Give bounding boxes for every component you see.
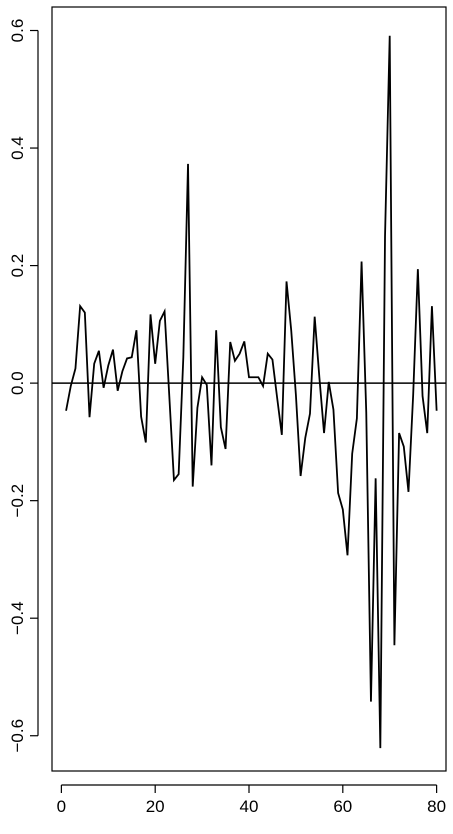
x-tick-label: 0 <box>57 797 66 816</box>
x-tick-label: 20 <box>146 797 165 816</box>
x-tick-label: 80 <box>427 797 446 816</box>
y-tick-label: −0.2 <box>8 484 27 518</box>
y-tick-label: 0.0 <box>8 371 27 395</box>
y-tick-label: 0.6 <box>8 19 27 43</box>
y-tick-label: 0.2 <box>8 254 27 278</box>
plot-frame <box>51 6 447 772</box>
y-tick-label: −0.4 <box>8 601 27 635</box>
series-line <box>65 35 438 749</box>
y-tick-label: −0.6 <box>8 719 27 753</box>
y-tick-label: 0.4 <box>8 136 27 160</box>
axes: 0 20 40 60 80 0.6 0.4 0.2 0.0 −0.2 −0.4 −0.6 <box>8 19 446 816</box>
x-tick-label: 40 <box>240 797 259 816</box>
x-tick-label: 60 <box>333 797 352 816</box>
